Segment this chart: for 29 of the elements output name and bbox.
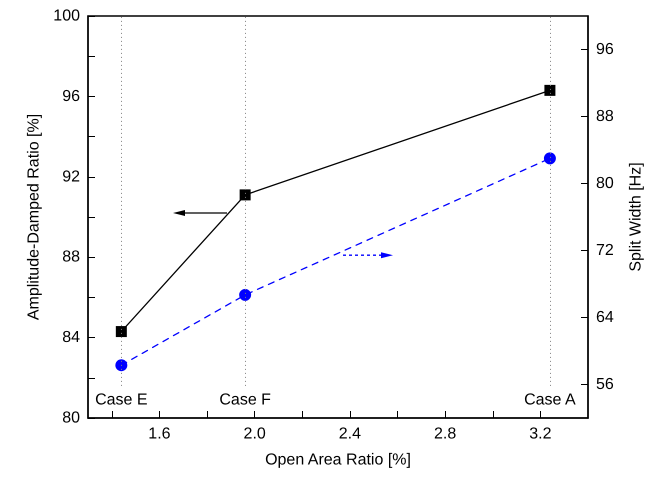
ref-line-label: Case F [219,391,272,408]
point [115,359,128,372]
y2-tick-label: 64 [596,309,614,326]
y2-tick-label: 56 [596,376,614,393]
point [239,288,252,301]
y-tick-label: 80 [62,410,80,426]
y-tick-label: 100 [53,8,80,24]
y-tick-label: 92 [62,168,80,186]
point [240,189,251,200]
x-tick-label: 3.2 [529,426,552,442]
x-tick-label: 2.4 [338,426,362,442]
ref-line-label: Case E [95,391,148,408]
x-tick-label: 1.6 [148,426,171,442]
x-tick-label: 2.8 [434,426,456,442]
y2-tick-label: 88 [596,108,614,125]
x-axis-title: Open Area Ratio [%] [265,452,411,468]
point [116,326,127,338]
point [544,152,556,164]
ref-line-label: Case A [524,391,576,408]
y-tick-label: 88 [62,248,80,266]
y-axis-title: Amplitude-Damped Ratio [%] [26,114,42,320]
y2-tick-label: 72 [596,242,614,259]
y2-tick-label: 80 [596,175,614,192]
y-tick-label: 84 [62,329,80,346]
x-tick-label: 2.0 [244,426,266,442]
y-tick-label: 96 [62,88,80,105]
y2-tick-label: 96 [596,41,614,58]
y2-axis-title: Split Width [Hz] [628,162,644,272]
point [544,84,556,96]
